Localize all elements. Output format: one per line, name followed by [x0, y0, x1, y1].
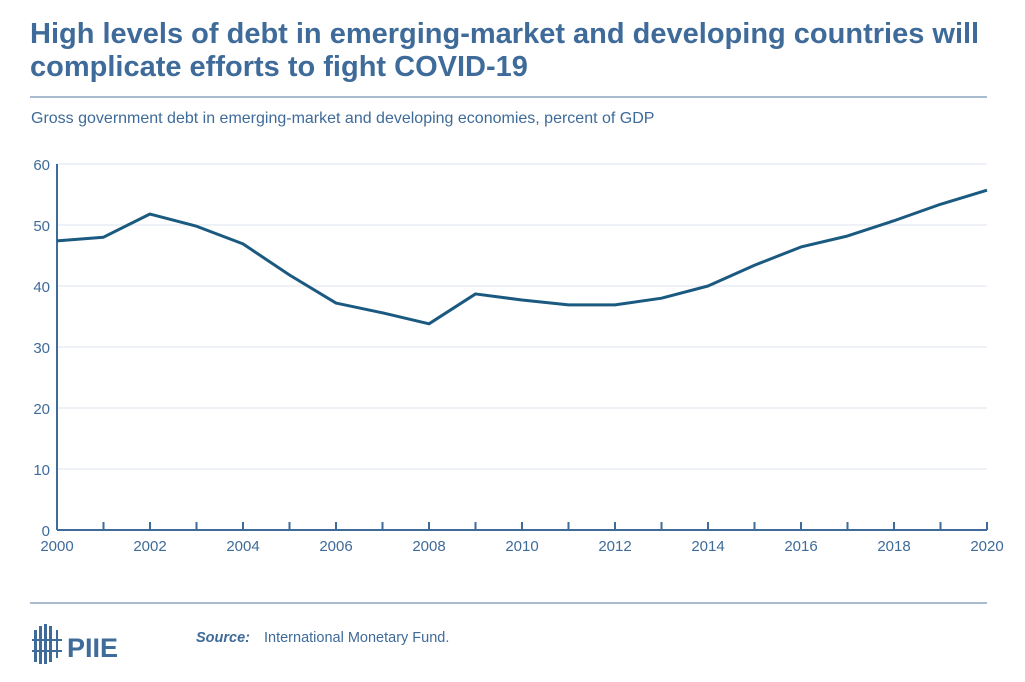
x-tick-label: 2018 — [877, 538, 910, 555]
source-text: International Monetary Fund. — [264, 630, 450, 646]
source-label: Source: — [196, 630, 250, 646]
x-tick-label: 2004 — [226, 538, 259, 555]
bottom-divider — [30, 602, 987, 604]
y-tick-label: 40 — [33, 279, 50, 296]
source-note: Source: International Monetary Fund. — [196, 630, 449, 646]
x-tick-label: 2006 — [319, 538, 352, 555]
y-tick-label: 0 — [42, 523, 50, 540]
x-tick-label: 2010 — [505, 538, 538, 555]
x-tick-label: 2020 — [970, 538, 1003, 555]
y-tick-label: 50 — [33, 218, 50, 235]
y-tick-label: 30 — [33, 340, 50, 357]
chart-subtitle: Gross government debt in emerging-market… — [31, 110, 655, 127]
y-tick-label: 10 — [33, 462, 50, 479]
y-tick-label: 20 — [33, 401, 50, 418]
debt-series-line — [56, 188, 988, 326]
x-tick-label: 2008 — [412, 538, 445, 555]
x-tick-label: 2012 — [598, 538, 631, 555]
top-divider — [30, 96, 987, 98]
line-chart: 0 10 20 30 40 50 60 2000 2002 2004 2006 2008 2010 201… — [33, 157, 1003, 555]
piie-logo: PIIE — [32, 624, 118, 664]
chart-title: High levels of debt in emerging-market a… — [30, 18, 980, 83]
x-tick-label: 2000 — [40, 538, 73, 555]
y-tick-label: 60 — [33, 157, 50, 174]
x-tick-label: 2016 — [784, 538, 817, 555]
svg-text:PIIE: PIIE — [67, 633, 118, 663]
x-tick-label: 2014 — [691, 538, 724, 555]
x-tick-label: 2002 — [133, 538, 166, 555]
